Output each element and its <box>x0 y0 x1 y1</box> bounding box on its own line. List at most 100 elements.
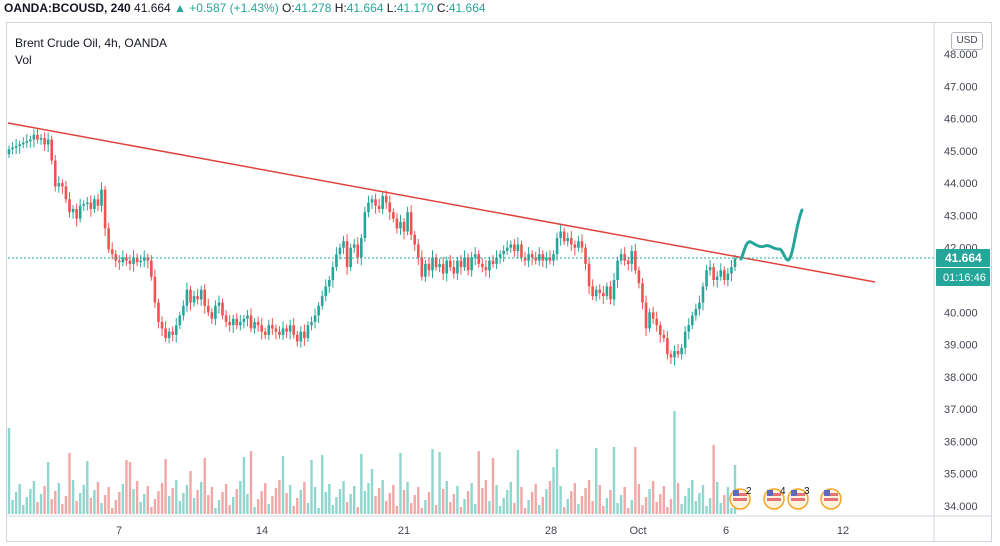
trendline[interactable] <box>7 122 876 283</box>
candle[interactable] <box>93 195 96 213</box>
candle[interactable] <box>103 185 107 237</box>
candle[interactable] <box>260 318 263 340</box>
candle[interactable] <box>281 321 285 341</box>
candle[interactable] <box>128 255 132 271</box>
candle[interactable] <box>577 235 580 252</box>
candle[interactable] <box>541 250 545 268</box>
candle[interactable] <box>456 256 459 280</box>
candle[interactable] <box>431 250 434 279</box>
candle[interactable] <box>548 250 552 265</box>
candle[interactable] <box>438 258 441 273</box>
candle[interactable] <box>534 251 538 265</box>
candle[interactable] <box>441 256 445 280</box>
candle[interactable] <box>82 200 86 211</box>
candle[interactable] <box>110 242 114 260</box>
candle[interactable] <box>46 132 50 153</box>
candle[interactable] <box>352 238 356 253</box>
candle[interactable] <box>150 255 153 281</box>
candle[interactable] <box>256 316 260 332</box>
candle[interactable] <box>523 251 527 266</box>
candle[interactable] <box>591 279 594 301</box>
economic-event-icon[interactable]: 4 <box>763 486 786 510</box>
candle[interactable] <box>71 205 75 219</box>
candle[interactable] <box>57 176 61 193</box>
candle[interactable] <box>602 285 605 304</box>
candle[interactable] <box>246 310 249 327</box>
candle[interactable] <box>708 259 712 276</box>
candle[interactable] <box>377 198 381 213</box>
candle[interactable] <box>199 285 203 306</box>
currency-button[interactable]: USD <box>951 32 983 50</box>
candle[interactable] <box>271 318 274 335</box>
candle[interactable] <box>630 245 634 272</box>
candle[interactable] <box>609 280 612 305</box>
candle[interactable] <box>491 255 495 268</box>
candle[interactable] <box>420 250 424 281</box>
candle[interactable] <box>171 326 175 342</box>
candle[interactable] <box>263 327 267 339</box>
candle[interactable] <box>566 232 570 247</box>
candle[interactable] <box>157 298 160 329</box>
economic-event-icon[interactable]: 3 <box>787 486 810 510</box>
candle[interactable] <box>434 253 438 271</box>
candle[interactable] <box>655 311 659 332</box>
candle[interactable] <box>473 247 477 266</box>
candle[interactable] <box>249 308 253 333</box>
candle[interactable] <box>694 303 698 321</box>
candle[interactable] <box>167 327 171 344</box>
candle[interactable] <box>214 300 217 326</box>
candle[interactable] <box>174 318 178 343</box>
candle[interactable] <box>292 318 296 339</box>
candle[interactable] <box>658 321 662 343</box>
candle[interactable] <box>594 285 598 302</box>
candle[interactable] <box>85 197 89 211</box>
candle[interactable] <box>224 310 228 328</box>
candle[interactable] <box>505 240 509 255</box>
candle[interactable] <box>537 247 541 266</box>
candle[interactable] <box>555 232 559 261</box>
candle[interactable] <box>11 142 14 155</box>
candle[interactable] <box>384 190 388 209</box>
candle[interactable] <box>178 311 182 330</box>
candle[interactable] <box>135 253 139 267</box>
candle[interactable] <box>509 240 513 253</box>
candle[interactable] <box>598 284 602 300</box>
candle[interactable] <box>345 234 349 275</box>
candle[interactable] <box>612 272 616 306</box>
candle[interactable] <box>317 301 320 324</box>
candle[interactable] <box>651 306 655 324</box>
candle[interactable] <box>14 138 18 155</box>
candle[interactable] <box>406 206 409 236</box>
candle[interactable] <box>641 277 644 310</box>
candle[interactable] <box>730 259 733 282</box>
candle[interactable] <box>409 205 413 240</box>
candle[interactable] <box>253 318 256 334</box>
candle[interactable] <box>363 206 367 242</box>
candle[interactable] <box>203 284 207 314</box>
candle[interactable] <box>676 343 680 359</box>
candle[interactable] <box>96 193 100 211</box>
candle[interactable] <box>25 134 29 148</box>
candle[interactable] <box>445 256 449 282</box>
candle[interactable] <box>267 319 271 341</box>
candle[interactable] <box>569 230 573 251</box>
candle[interactable] <box>210 308 214 324</box>
candle[interactable] <box>239 314 242 331</box>
candle[interactable] <box>64 180 68 204</box>
candle[interactable] <box>466 253 470 276</box>
economic-event-icon[interactable]: 2 <box>729 486 752 510</box>
candle[interactable] <box>342 235 345 255</box>
candle[interactable] <box>502 245 505 262</box>
candle[interactable] <box>680 343 683 360</box>
candle[interactable] <box>185 282 189 313</box>
candle[interactable] <box>132 250 135 272</box>
candle[interactable] <box>448 255 452 271</box>
candle[interactable] <box>303 324 306 346</box>
candle[interactable] <box>142 250 146 268</box>
candle[interactable] <box>327 276 331 293</box>
candle[interactable] <box>584 243 587 271</box>
candle[interactable] <box>189 285 192 311</box>
candle[interactable] <box>687 318 691 340</box>
candle[interactable] <box>121 250 125 267</box>
candle[interactable] <box>463 250 466 271</box>
